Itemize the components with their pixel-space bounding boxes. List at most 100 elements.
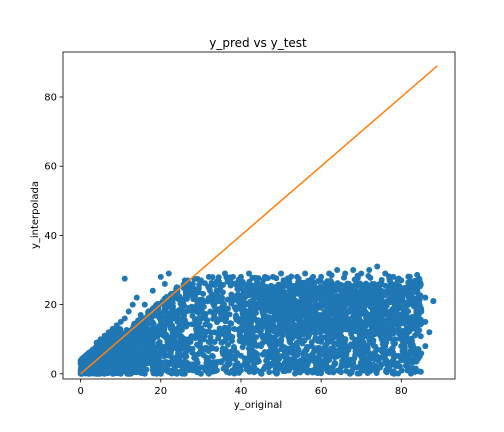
scatter-point: [245, 308, 252, 315]
scatter-point: [133, 294, 140, 301]
scatter-point: [350, 289, 357, 296]
scatter-point: [304, 296, 311, 303]
y-tick-label: 80: [44, 92, 57, 103]
scatter-point: [138, 343, 145, 350]
scatter-point: [396, 363, 403, 370]
x-tick-label: 60: [315, 386, 328, 397]
scatter-point: [324, 336, 331, 343]
scatter-point: [179, 302, 186, 309]
scatter-point: [366, 356, 373, 363]
scatter-point: [189, 312, 196, 319]
scatter-point: [326, 283, 333, 290]
scatter-point: [271, 350, 278, 357]
scatter-point: [360, 365, 367, 372]
scatter-point: [388, 358, 395, 365]
scatter-point: [278, 294, 285, 301]
scatter-point: [167, 297, 174, 304]
scatter-point: [172, 308, 179, 315]
scatter-point: [318, 360, 325, 367]
scatter-point: [286, 360, 293, 367]
scatter-point: [406, 353, 413, 360]
scatter-point: [183, 323, 190, 330]
scatter-point: [387, 325, 394, 332]
scatter-point: [238, 282, 245, 289]
scatter-point: [159, 365, 166, 372]
scatter-point: [332, 308, 339, 315]
scatter-point: [303, 308, 310, 315]
scatter-point: [367, 274, 374, 281]
scatter-point: [338, 293, 345, 300]
scatter-point: [208, 329, 215, 336]
scatter-point: [365, 295, 372, 302]
scatter-point: [391, 370, 398, 377]
scatter-point: [133, 367, 140, 374]
scatter-point: [382, 343, 389, 350]
scatter-point: [351, 294, 358, 301]
scatter-point: [209, 352, 216, 359]
scatter-point: [192, 334, 199, 341]
scatter-point: [326, 270, 333, 277]
scatter-point: [406, 336, 413, 343]
scatter-point: [310, 367, 317, 374]
scatter-point: [414, 329, 421, 336]
scatter-point: [397, 335, 404, 342]
scatter-point: [202, 346, 209, 353]
scatter-point: [405, 361, 412, 368]
scatter-point: [105, 329, 112, 336]
scatter-point: [294, 273, 301, 280]
scatter-point: [210, 315, 217, 322]
scatter-point: [266, 369, 273, 376]
scatter-point: [355, 340, 362, 347]
scatter-point: [398, 320, 405, 327]
scatter-point: [350, 323, 357, 330]
scatter-point: [341, 336, 348, 343]
scatter-point: [117, 343, 124, 350]
scatter-point: [257, 327, 264, 334]
scatter-point: [125, 370, 132, 377]
scatter-point: [378, 295, 385, 302]
scatter-point: [312, 317, 319, 324]
scatter-point: [296, 320, 303, 327]
scatter-point: [410, 315, 417, 322]
scatter-point: [224, 296, 231, 303]
scatter-point: [303, 346, 310, 353]
scatter-point: [370, 328, 377, 335]
scatter-point: [311, 348, 318, 355]
scatter-point: [337, 369, 344, 376]
scatter-point: [215, 274, 222, 281]
scatter-point: [141, 348, 148, 355]
scatter-point: [237, 367, 244, 374]
scatter-point: [314, 305, 321, 312]
scatter-point: [372, 297, 379, 304]
scatter-point: [355, 282, 362, 289]
scatter-point: [393, 353, 399, 360]
scatter-point: [163, 343, 170, 350]
scatter-point: [101, 360, 108, 367]
x-tick-label: 80: [395, 386, 408, 397]
scatter-point: [202, 315, 209, 322]
scatter-point: [332, 303, 339, 310]
scatter-point: [274, 370, 281, 377]
scatter-point: [229, 367, 236, 374]
scatter-point: [305, 287, 312, 294]
scatter-point: [409, 297, 416, 304]
scatter-point: [223, 347, 230, 354]
scatter-point: [196, 350, 203, 357]
scatter-point: [286, 367, 293, 374]
scatter-point: [286, 277, 293, 284]
scatter-point: [318, 369, 325, 376]
scatter-point: [417, 292, 424, 299]
scatter-point: [414, 350, 421, 357]
scatter-point: [77, 358, 84, 365]
chart-title: y_pred vs y_test: [209, 36, 307, 50]
scatter-point: [391, 315, 398, 322]
scatter-point: [382, 282, 389, 289]
scatter-point: [418, 308, 425, 315]
scatter-point: [214, 298, 221, 305]
scatter-point: [218, 299, 225, 306]
scatter-point: [190, 287, 197, 294]
scatter-point: [338, 327, 345, 334]
scatter-point: [388, 291, 395, 298]
scatter-point: [338, 363, 345, 370]
scatter-point: [334, 267, 341, 273]
